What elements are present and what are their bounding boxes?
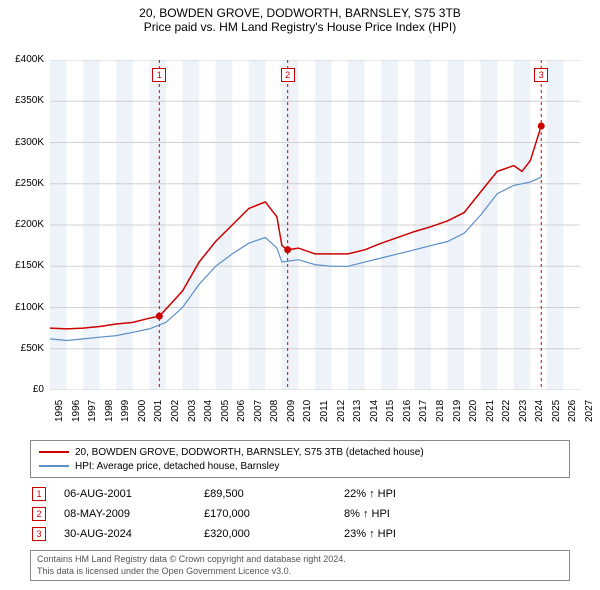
marker-num-box: 2 (32, 507, 46, 521)
y-tick-label: £50K (0, 343, 44, 354)
marker-num-box: 1 (32, 487, 46, 501)
marker-price: £170,000 (204, 508, 344, 520)
footer: Contains HM Land Registry data © Crown c… (30, 550, 570, 581)
x-tick-label: 2024 (534, 400, 545, 422)
x-tick-label: 2012 (336, 400, 347, 422)
title-subtitle: Price paid vs. HM Land Registry's House … (0, 20, 600, 34)
chart-marker-box: 2 (281, 68, 295, 82)
x-tick-label: 2007 (253, 400, 264, 422)
marker-price: £89,500 (204, 488, 344, 500)
y-tick-label: £250K (0, 178, 44, 189)
title-block: 20, BOWDEN GROVE, DODWORTH, BARNSLEY, S7… (0, 0, 600, 38)
marker-delta: 8% ↑ HPI (344, 508, 484, 520)
x-tick-label: 2023 (518, 400, 529, 422)
marker-delta: 23% ↑ HPI (344, 528, 484, 540)
marker-row: 3 30-AUG-2024 £320,000 23% ↑ HPI (30, 524, 570, 544)
chart-marker-box: 3 (534, 68, 548, 82)
x-tick-label: 2027 (584, 400, 595, 422)
marker-row: 1 06-AUG-2001 £89,500 22% ↑ HPI (30, 484, 570, 504)
y-tick-label: £0 (0, 384, 44, 395)
legend-item: HPI: Average price, detached house, Barn… (39, 459, 561, 473)
x-tick-label: 2020 (468, 400, 479, 422)
y-tick-label: £400K (0, 54, 44, 65)
legend-label: 20, BOWDEN GROVE, DODWORTH, BARNSLEY, S7… (75, 447, 424, 458)
x-tick-label: 2008 (269, 400, 280, 422)
title-address: 20, BOWDEN GROVE, DODWORTH, BARNSLEY, S7… (0, 6, 600, 20)
y-tick-label: £150K (0, 260, 44, 271)
x-tick-label: 2006 (236, 400, 247, 422)
legend-label: HPI: Average price, detached house, Barn… (75, 461, 279, 472)
marker-date: 30-AUG-2024 (64, 528, 204, 540)
x-tick-label: 2013 (352, 400, 363, 422)
x-tick-label: 2011 (319, 400, 330, 422)
footer-line1: Contains HM Land Registry data © Crown c… (37, 554, 563, 566)
x-tick-label: 2005 (220, 400, 231, 422)
marker-num-box: 3 (32, 527, 46, 541)
chart-container: 20, BOWDEN GROVE, DODWORTH, BARNSLEY, S7… (0, 0, 600, 590)
chart-area: 1 2 3 (50, 60, 580, 390)
y-tick-label: £300K (0, 137, 44, 148)
marker-date: 06-AUG-2001 (64, 488, 204, 500)
x-tick-label: 2016 (402, 400, 413, 422)
chart-svg (50, 60, 580, 390)
x-tick-label: 2003 (187, 400, 198, 422)
marker-table: 1 06-AUG-2001 £89,500 22% ↑ HPI 2 08-MAY… (30, 484, 570, 544)
x-tick-label: 1997 (87, 400, 98, 422)
x-tick-label: 2009 (286, 400, 297, 422)
x-tick-label: 2000 (137, 400, 148, 422)
x-tick-label: 2021 (485, 400, 496, 422)
x-tick-label: 2026 (567, 400, 578, 422)
y-tick-label: £200K (0, 219, 44, 230)
x-tick-label: 2018 (435, 400, 446, 422)
x-tick-label: 1999 (120, 400, 131, 422)
x-tick-label: 2014 (369, 400, 380, 422)
marker-delta: 22% ↑ HPI (344, 488, 484, 500)
x-tick-label: 1996 (71, 400, 82, 422)
marker-date: 08-MAY-2009 (64, 508, 204, 520)
marker-price: £320,000 (204, 528, 344, 540)
x-tick-label: 1995 (54, 400, 65, 422)
y-axis: £0£50K£100K£150K£200K£250K£300K£350K£400… (0, 60, 48, 390)
x-tick-label: 2017 (418, 400, 429, 422)
legend-swatch (39, 451, 69, 453)
x-tick-label: 2015 (385, 400, 396, 422)
legend-item: 20, BOWDEN GROVE, DODWORTH, BARNSLEY, S7… (39, 445, 561, 459)
x-tick-label: 2019 (452, 400, 463, 422)
chart-marker-box: 1 (152, 68, 166, 82)
x-axis: 1995 1996 1997 1998 1999 2000 2001 2002 2003 2004… (50, 392, 580, 442)
x-tick-label: 2001 (153, 400, 164, 422)
y-tick-label: £350K (0, 95, 44, 106)
x-tick-label: 2022 (501, 400, 512, 422)
x-tick-label: 2004 (203, 400, 214, 422)
legend-swatch (39, 465, 69, 467)
legend: 20, BOWDEN GROVE, DODWORTH, BARNSLEY, S7… (30, 440, 570, 478)
marker-row: 2 08-MAY-2009 £170,000 8% ↑ HPI (30, 504, 570, 524)
x-tick-label: 2010 (302, 400, 313, 422)
x-tick-label: 2002 (170, 400, 181, 422)
y-tick-label: £100K (0, 302, 44, 313)
x-tick-label: 2025 (551, 400, 562, 422)
footer-line2: This data is licensed under the Open Gov… (37, 566, 563, 578)
x-tick-label: 1998 (104, 400, 115, 422)
